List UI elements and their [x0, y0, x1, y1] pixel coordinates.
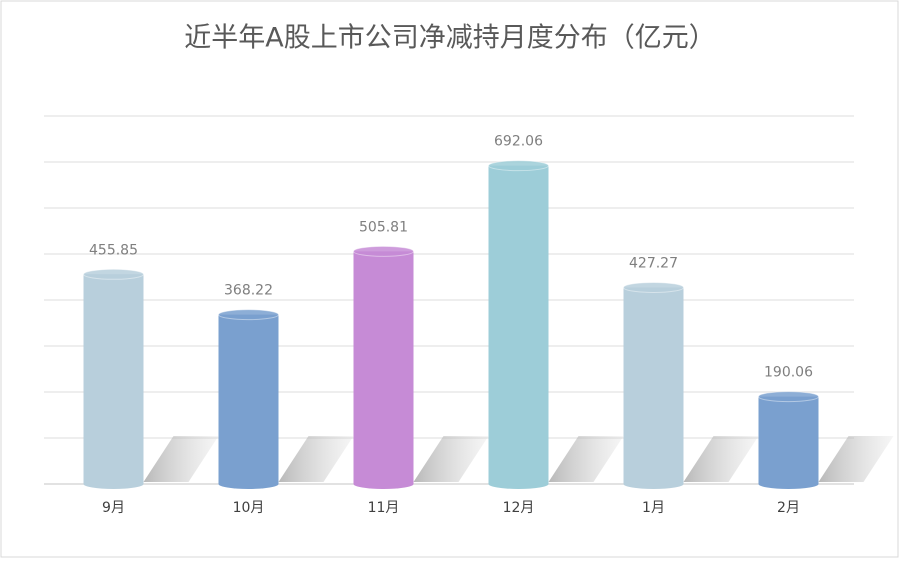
value-label: 455.85 [89, 242, 138, 258]
x-tick-label: 12月 [503, 500, 535, 516]
bar [83, 274, 144, 489]
bar [353, 251, 414, 489]
value-label: 692.06 [494, 134, 543, 150]
bar-top [218, 309, 279, 321]
value-label: 190.06 [764, 365, 813, 381]
chart-title: 近半年A股上市公司净减持月度分布（亿元） [184, 23, 715, 54]
bar [218, 314, 279, 489]
bar [758, 396, 819, 489]
bar-shadow [143, 436, 219, 482]
bar-shadow [413, 436, 489, 482]
bar [623, 287, 684, 489]
bar-shadow [278, 436, 354, 482]
x-tick-label: 10月 [233, 500, 265, 516]
value-label: 368.22 [224, 283, 273, 299]
bar [488, 165, 549, 489]
value-label: 505.81 [359, 219, 408, 235]
bar-shadow [683, 436, 759, 482]
bar-top [83, 268, 144, 280]
bar-top [758, 391, 819, 403]
bar-top [488, 160, 549, 172]
x-tick-label: 11月 [368, 500, 400, 516]
bar-shadow [548, 436, 624, 482]
bar-top [623, 281, 684, 293]
x-tick-label: 1月 [642, 500, 665, 516]
bar-shadow [818, 436, 894, 482]
x-tick-label: 2月 [777, 500, 800, 516]
x-tick-label: 9月 [102, 500, 125, 516]
value-label: 427.27 [629, 255, 678, 271]
bar-top [353, 245, 414, 257]
